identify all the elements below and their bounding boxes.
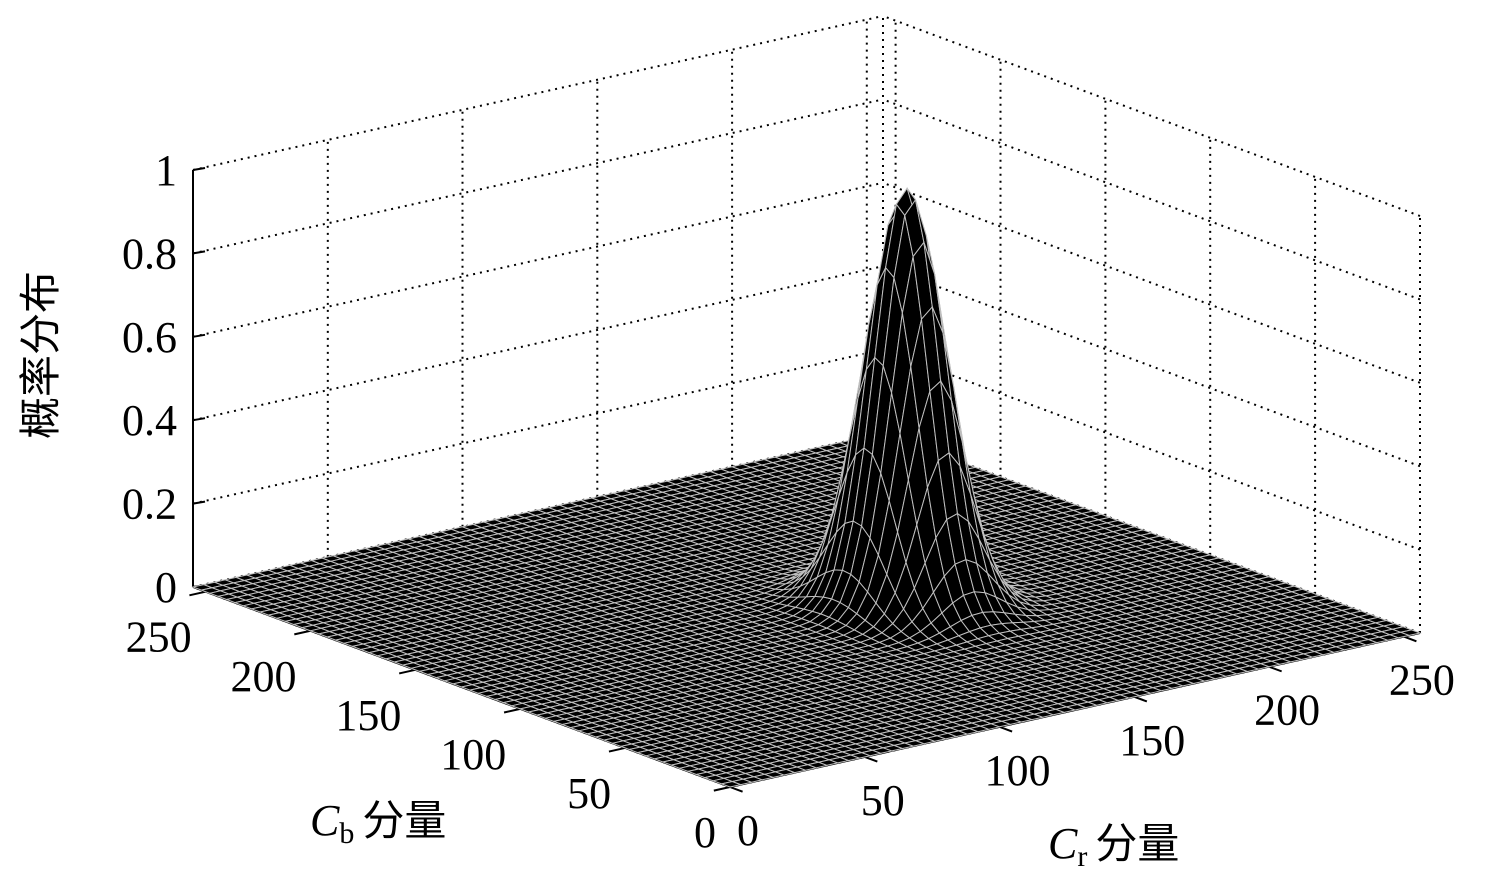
- probability-surface: [191, 186, 1422, 788]
- z-tick-label: 0: [155, 563, 177, 612]
- cr-tick-mark: [1133, 695, 1148, 703]
- cr-tick-label: 100: [985, 746, 1051, 795]
- cr-tick-label: 150: [1119, 716, 1185, 765]
- cb-tick-label: 50: [567, 769, 611, 818]
- grid-line: [192, 348, 884, 505]
- cr-tick-label: 50: [861, 776, 905, 825]
- z-axis-label: 概率分布: [16, 271, 65, 439]
- cr-tick-label: 200: [1254, 686, 1320, 735]
- z-tick-label: 0.2: [122, 480, 177, 529]
- cr-tick-mark: [1403, 635, 1417, 643]
- grid-line: [882, 98, 1421, 301]
- cb-tick-label: 0: [694, 808, 716, 857]
- cb-tick-mark: [398, 668, 416, 675]
- grid-line: [882, 348, 1421, 551]
- cb-tick-mark: [189, 590, 206, 597]
- cb-tick-mark: [608, 746, 626, 753]
- cr-axis-label-sub: r: [1077, 840, 1087, 873]
- grid-line: [192, 181, 884, 338]
- cr-axis-label-rest: 分量: [1095, 819, 1179, 868]
- cb-axis-label-sub: b: [339, 817, 354, 850]
- z-tick-mark: [192, 500, 206, 505]
- grid-line: [882, 181, 1421, 384]
- z-tick-label: 1: [155, 146, 177, 195]
- cb-axis-label: Cb 分量: [310, 796, 446, 850]
- cb-tick-mark: [713, 786, 731, 792]
- cb-axis-label-var: C: [310, 796, 340, 845]
- z-tick-mark: [192, 333, 206, 338]
- grid-line: [192, 98, 884, 255]
- grid-line: [192, 265, 884, 422]
- cr-axis-label: Cr 分量: [1048, 819, 1179, 873]
- grid-line: [882, 15, 1421, 217]
- cb-tick-label: 200: [230, 652, 296, 701]
- grid-line: [192, 15, 884, 171]
- cb-tick-label: 150: [335, 691, 401, 740]
- cr-tick-mark: [864, 755, 878, 763]
- cb-tick-label: 100: [440, 730, 506, 779]
- z-tick-mark: [192, 250, 206, 255]
- cb-tick-label: 250: [126, 613, 192, 662]
- grid-line: [882, 265, 1421, 468]
- cb-tick-mark: [294, 629, 311, 636]
- z-tick-mark: [192, 167, 206, 171]
- z-tick-label: 0.6: [122, 313, 177, 362]
- z-tick-mark: [192, 417, 206, 422]
- cr-tick-label: 250: [1389, 656, 1455, 705]
- cb-axis-label-rest: 分量: [362, 796, 446, 845]
- z-tick-label: 0.8: [122, 229, 177, 278]
- cr-axis-label-var: C: [1048, 819, 1078, 868]
- cr-tick-label: 0: [737, 806, 759, 855]
- cr-tick-mark: [729, 786, 743, 793]
- cr-tick-mark: [999, 725, 1013, 733]
- cr-tick-mark: [1268, 665, 1282, 673]
- z-tick-label: 0.4: [122, 396, 177, 445]
- cb-tick-mark: [503, 707, 521, 714]
